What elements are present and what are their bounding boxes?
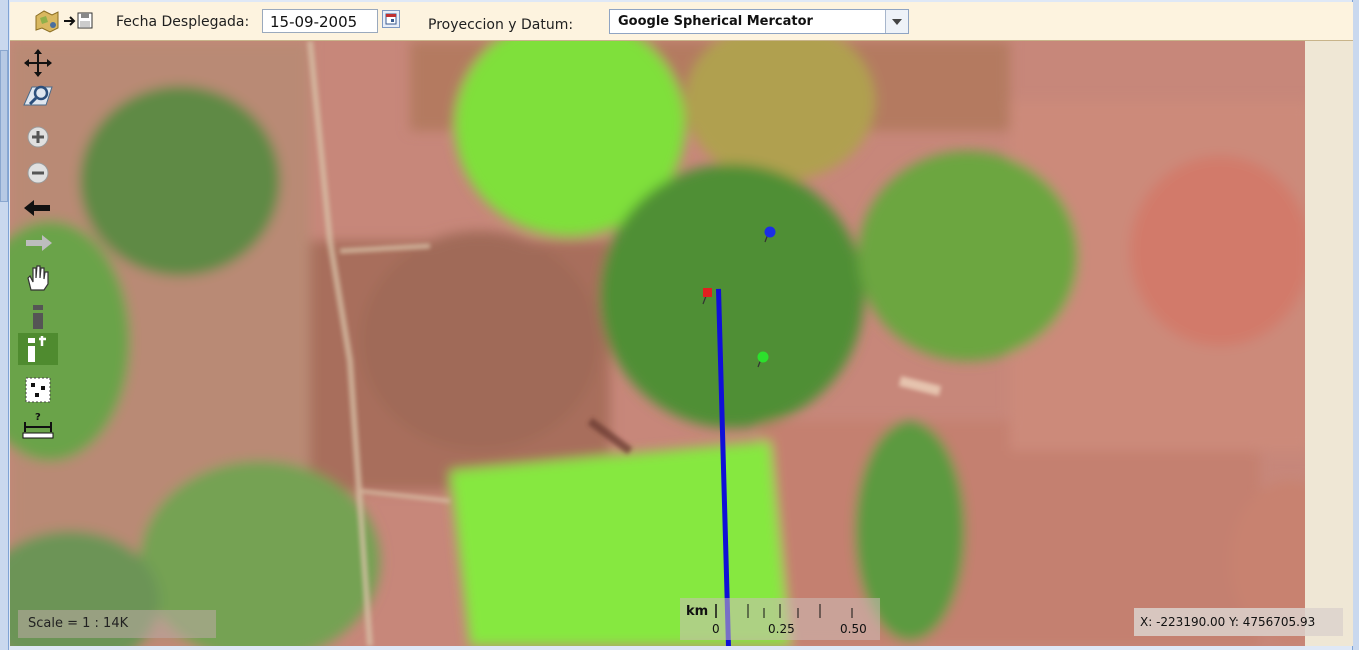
scale-bar-label-050: 0.50 [840,622,867,636]
projection-value: Google Spherical Mercator [618,14,813,29]
calendar-icon[interactable] [382,10,400,28]
next-view-icon[interactable] [18,227,58,259]
scale-bar-unit: km [686,604,709,619]
blue-marker[interactable] [762,224,778,244]
measure-icon[interactable]: ? [18,409,58,441]
scale-bar: km 0 0.25 0.50 [680,598,880,640]
select-points-icon[interactable] [18,374,58,406]
red-marker[interactable] [700,286,716,306]
green-marker[interactable] [755,349,771,369]
zoom-out-icon[interactable] [18,157,58,189]
cursor-coordinates: X: -223190.00 Y: 4756705.93 [1134,608,1343,636]
map-canvas[interactable] [10,41,1353,646]
projection-select[interactable]: Google Spherical Mercator [609,9,909,34]
map-side-panel [1305,41,1353,646]
zoom-extent-icon[interactable] [18,79,58,111]
map-toolbar: Fecha Desplegada: 15-09-2005 Proyeccion … [10,2,1353,41]
window-frame-right [1352,0,1359,650]
date-label: Fecha Desplegada: [116,14,250,30]
window-frame-left [0,0,9,650]
map-export-save-icon[interactable] [34,8,106,34]
splitter-handle[interactable] [0,50,8,202]
svg-text:?: ? [35,412,41,423]
map-scale-text: Scale = 1 : 14K [18,610,216,638]
scale-bar-ticks [715,604,853,618]
info-icon[interactable] [18,300,58,332]
info-time-icon[interactable] [18,333,58,365]
hand-pan-icon[interactable] [18,262,58,294]
previous-view-icon[interactable] [18,192,58,224]
scale-bar-label-0: 0 [712,622,720,636]
chevron-down-icon[interactable] [885,10,908,33]
date-field[interactable]: 15-09-2005 [262,9,378,33]
zoom-in-icon[interactable] [18,121,58,153]
pan-arrows-icon[interactable] [18,47,58,79]
satellite-imagery [10,41,1353,646]
scale-bar-label-025: 0.25 [768,622,795,636]
projection-label: Proyeccion y Datum: [428,17,574,33]
